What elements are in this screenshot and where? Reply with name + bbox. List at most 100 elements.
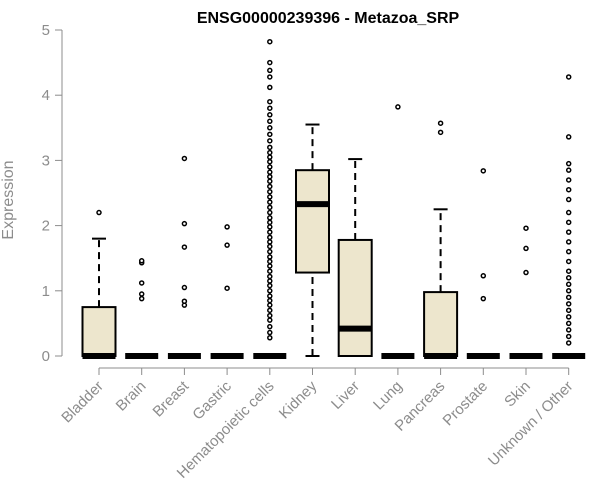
outlier-point — [267, 297, 273, 304]
outlier-point — [565, 196, 572, 203]
outlier-point — [267, 188, 273, 195]
box-unknown-other — [552, 74, 586, 359]
outlier-point — [565, 258, 572, 265]
outlier-point — [267, 273, 273, 280]
outlier-point — [267, 293, 273, 299]
outlier-point — [267, 183, 273, 190]
box-gastric — [210, 224, 244, 359]
x-tick-label: Breast — [150, 377, 193, 420]
y-axis: 0 1 2 3 4 5 — [42, 22, 63, 365]
outlier-point — [523, 269, 529, 276]
outlier-point — [138, 295, 145, 302]
outlier-point — [480, 273, 487, 279]
box-brain — [125, 258, 159, 359]
outlier-point — [565, 248, 572, 255]
outlier-point — [565, 229, 572, 235]
x-tick-label: Brain — [113, 378, 150, 415]
outlier-point — [565, 281, 572, 288]
outlier-point — [565, 167, 572, 173]
x-tick-label: Kidney — [276, 377, 321, 422]
outlier-point — [565, 333, 572, 340]
outlier-point — [267, 239, 273, 245]
outlier-point — [267, 243, 273, 250]
boxes-group — [81, 38, 586, 359]
outlier-point — [267, 125, 273, 131]
outlier-point — [267, 258, 273, 265]
outlier-point — [267, 234, 273, 241]
box-skin — [509, 225, 543, 359]
x-tick-label: Bladder — [58, 378, 107, 427]
outlier-point — [267, 98, 273, 105]
outlier-point — [96, 209, 102, 216]
outlier-point — [565, 301, 572, 307]
outlier-point — [565, 74, 572, 80]
box-bladder — [81, 209, 117, 359]
outlier-point — [267, 74, 273, 80]
box-breast — [167, 155, 201, 359]
outlier-point — [267, 323, 273, 330]
outlier-point — [181, 284, 188, 291]
outlier-point — [267, 204, 273, 211]
outlier-point — [138, 258, 145, 264]
outlier-point — [565, 134, 572, 140]
box-iqr — [423, 291, 459, 358]
y-tick-label: 5 — [42, 22, 50, 39]
outlier-point — [565, 314, 572, 320]
outlier-point — [267, 38, 273, 45]
outlier-point — [480, 168, 487, 174]
outlier-point — [480, 295, 487, 302]
outlier-point — [565, 160, 572, 167]
outlier-point — [267, 154, 273, 160]
outlier-point — [267, 268, 273, 274]
outlier-point — [181, 155, 188, 162]
outlier-point — [565, 209, 572, 216]
outlier-point — [267, 199, 273, 205]
outlier-point — [224, 242, 230, 248]
outlier-point — [267, 138, 273, 144]
outlier-point — [565, 307, 572, 314]
outlier-point — [565, 177, 572, 183]
outlier-point — [138, 291, 145, 297]
box-hematopoietic-cells — [253, 38, 287, 359]
outlier-point — [267, 219, 273, 226]
outlier-point — [523, 225, 529, 231]
outlier-point — [267, 194, 273, 200]
outlier-point — [565, 340, 572, 346]
outlier-point — [267, 224, 273, 230]
outlier-point — [437, 129, 444, 136]
outlier-point — [565, 288, 572, 294]
outlier-point — [565, 268, 572, 274]
outlier-point — [565, 239, 572, 245]
outlier-point — [267, 144, 273, 151]
outlier-point — [267, 158, 273, 165]
outlier-point — [267, 118, 273, 125]
box-pancreas — [423, 120, 459, 359]
outlier-point — [181, 244, 188, 250]
box-lung — [381, 104, 415, 359]
y-tick-label: 0 — [42, 348, 50, 365]
x-tick-label: Liver — [328, 378, 363, 413]
box-liver — [337, 158, 373, 357]
outlier-point — [437, 120, 444, 126]
y-axis-label: Expression — [0, 160, 17, 239]
box-iqr — [81, 306, 117, 358]
outlier-point — [267, 282, 273, 289]
outlier-point — [267, 254, 273, 260]
outlier-point — [267, 59, 273, 66]
outlier-point — [267, 288, 273, 294]
outlier-point — [267, 307, 273, 314]
box-iqr — [337, 238, 373, 357]
outlier-point — [224, 224, 230, 230]
outlier-point — [267, 248, 273, 255]
x-tick-label: Lung — [370, 378, 406, 414]
outlier-point — [267, 209, 273, 216]
outlier-point — [267, 105, 273, 111]
outlier-point — [181, 220, 188, 227]
outlier-point — [395, 104, 401, 110]
outlier-point — [267, 263, 273, 269]
outlier-point — [267, 312, 273, 319]
x-tick-label: Prostate — [440, 378, 492, 430]
outlier-point — [565, 275, 572, 281]
outlier-point — [181, 298, 188, 304]
outlier-point — [267, 169, 273, 175]
